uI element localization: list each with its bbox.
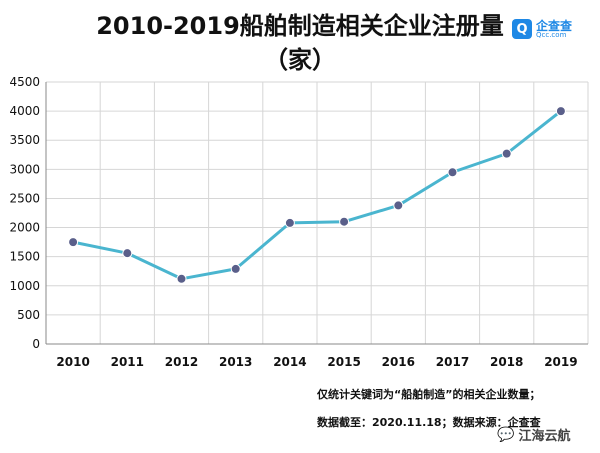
data-point	[176, 273, 187, 284]
chart-title-unit: （家）	[264, 46, 336, 74]
y-tick-label: 2000	[9, 221, 40, 235]
wechat-icon: 💬	[497, 426, 515, 443]
data-point	[68, 237, 79, 248]
x-tick-label: 2013	[219, 355, 252, 369]
y-tick-label: 2500	[9, 191, 40, 205]
y-tick-label: 1000	[9, 279, 40, 293]
logo-name: 企查查	[536, 18, 573, 33]
y-tick-label: 3500	[9, 133, 40, 147]
x-tick-label: 2016	[382, 355, 415, 369]
chart-grid	[46, 81, 589, 344]
y-tick-label: 500	[17, 308, 40, 322]
data-point	[122, 248, 133, 259]
x-axis-labels: 2010 2011 2012 2013 2014 2015 2016 2017 2018 2019	[56, 355, 577, 369]
y-tick-label: 3000	[9, 162, 40, 176]
logo-icon: Q	[512, 19, 532, 39]
logo: Q 企查查 Qcc.com	[512, 14, 592, 44]
watermark: 💬 江海云航	[497, 425, 571, 445]
chart-axes	[45, 82, 588, 345]
x-tick-label: 2011	[111, 355, 144, 369]
data-point	[230, 263, 241, 274]
x-tick-label: 2014	[273, 355, 306, 369]
y-tick-label: 1500	[9, 250, 40, 264]
data-point	[447, 167, 458, 178]
data-point	[284, 217, 295, 228]
x-tick-label: 2010	[56, 355, 89, 369]
footnote-source: 数据截至：2020.11.18；数据来源：企查查	[317, 416, 541, 429]
x-tick-label: 2015	[327, 355, 360, 369]
chart-title: 2010-2019船舶制造相关企业注册量	[96, 12, 504, 40]
logo-domain: Qcc.com	[536, 30, 567, 39]
data-point	[339, 216, 350, 227]
x-tick-label: 2019	[544, 355, 577, 369]
x-tick-label: 2018	[490, 355, 523, 369]
data-point	[501, 148, 512, 159]
y-tick-label: 4000	[9, 104, 40, 118]
y-tick-label: 0	[32, 337, 40, 351]
footnote-scope: 仅统计关键词为“船舶制造”的相关企业数量；	[317, 388, 541, 401]
data-point	[393, 200, 404, 211]
data-series	[68, 106, 566, 284]
data-point	[555, 106, 566, 117]
watermark-text: 江海云航	[518, 429, 571, 444]
series-line	[72, 109, 562, 281]
y-tick-label: 4500	[9, 75, 40, 89]
y-axis-labels: 0 500 1000 1500 2000 2500 3000 3500 4000 4500	[9, 75, 40, 351]
x-tick-label: 2012	[165, 355, 198, 369]
x-tick-label: 2017	[436, 355, 469, 369]
